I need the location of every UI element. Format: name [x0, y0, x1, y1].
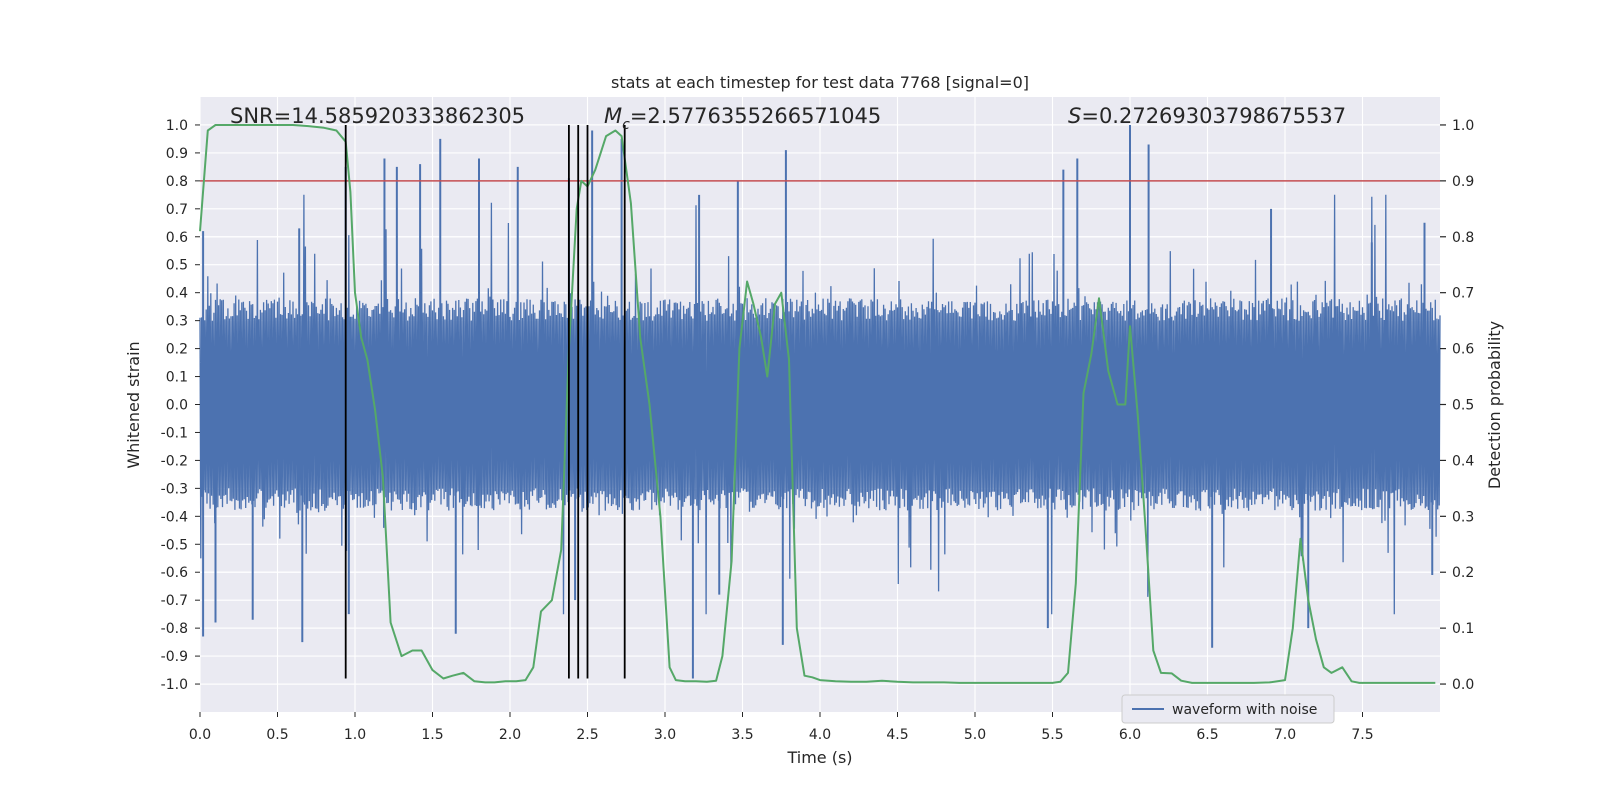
- y-tick-label: 0.7: [166, 202, 188, 218]
- x-tick-label: 5.0: [964, 727, 986, 743]
- y2-tick-label: 0.2: [1452, 565, 1474, 581]
- x-tick-label: 1.0: [344, 727, 366, 743]
- chart-title: stats at each timestep for test data 776…: [611, 73, 1029, 92]
- y2-tick-label: 0.3: [1452, 509, 1474, 525]
- x-tick-label: 2.0: [499, 727, 521, 743]
- y-tick-label: -0.5: [161, 537, 188, 553]
- y-tick-label: 0.6: [166, 230, 188, 246]
- x-axis-ticks: 0.0 0.5 1.0 1.5 2.0 2.5 3.0 3.5 4.0 4.5 5.0 5.5 6.0 6…: [189, 712, 1374, 743]
- x-tick-label: 4.0: [809, 727, 831, 743]
- legend-box: [1121, 694, 1335, 724]
- y-tick-label: -0.4: [161, 509, 188, 525]
- snr-annotation: SNR=14.585920333862305: [230, 104, 525, 128]
- probability-line: [199, 124, 1436, 684]
- y2-axis-ticks: 1.0 0.9 0.8 0.7 0.6 0.5 0.4 0.3 0.2 0.1 0.0: [1440, 118, 1474, 693]
- y-tick-label: -1.0: [161, 677, 188, 693]
- s-annotation: S=0.27269303798675537: [1068, 104, 1346, 128]
- x-tick-label: 7.5: [1351, 727, 1373, 743]
- mc-value: =2.5776355266571045: [630, 104, 881, 128]
- y-tick-label: -0.9: [161, 649, 188, 665]
- y2-axis-label: Detection probability: [1485, 321, 1504, 489]
- x-axis-label: Time (s): [786, 748, 852, 767]
- waveform-line: [199, 194, 1441, 615]
- mc-subscript: c: [622, 117, 630, 133]
- x-tick-label: 6.5: [1196, 727, 1218, 743]
- y2-tick-label: 0.9: [1452, 174, 1474, 190]
- x-tick-label: 2.5: [576, 727, 598, 743]
- y-tick-label: -0.8: [161, 621, 188, 637]
- y-tick-label: -0.1: [161, 425, 188, 441]
- event-lines: [344, 124, 626, 679]
- y2-tick-label: 0.8: [1452, 230, 1474, 246]
- y2-tick-label: 0.7: [1452, 286, 1474, 302]
- y2-tick-label: 0.1: [1452, 621, 1474, 637]
- x-tick-label: 0.0: [189, 727, 211, 743]
- y-tick-label: -0.7: [161, 593, 188, 609]
- x-tick-label: 3.0: [654, 727, 676, 743]
- y2-tick-label: 0.0: [1452, 677, 1474, 693]
- y-tick-label: 0.5: [166, 258, 188, 274]
- legend-label: waveform with noise: [1172, 702, 1317, 718]
- y-tick-label: 0.1: [166, 370, 188, 386]
- x-tick-label: 1.5: [421, 727, 443, 743]
- legend: waveform with noise: [1121, 694, 1335, 724]
- mc-symbol: M: [604, 104, 622, 128]
- y-tick-label: 0.4: [166, 286, 188, 302]
- y-tick-label: -0.3: [161, 481, 188, 497]
- x-tick-label: 7.0: [1274, 727, 1296, 743]
- y-tick-label: 1.0: [166, 118, 188, 134]
- chirp-mass-annotation: Mc=2.5776355266571045: [604, 104, 881, 133]
- y-axis-ticks: 1.0 0.9 0.8 0.7 0.6 0.5 0.4 0.3 0.2 0.1 0.0 -0.1 -0.…: [161, 118, 200, 693]
- y-tick-label: 0.3: [166, 314, 188, 330]
- x-tick-label: 5.5: [1041, 727, 1063, 743]
- y-tick-label: 0.0: [166, 398, 188, 414]
- y-tick-label: -0.6: [161, 565, 188, 581]
- y-tick-label: 0.8: [166, 174, 188, 190]
- y-tick-label: 0.2: [166, 342, 188, 358]
- y2-tick-label: 0.4: [1452, 453, 1474, 469]
- s-symbol: S: [1068, 104, 1081, 128]
- s-value: =0.27269303798675537: [1081, 104, 1346, 128]
- y-tick-label: 0.9: [166, 146, 188, 162]
- y2-tick-label: 1.0: [1452, 118, 1474, 134]
- probability-series: [199, 124, 1436, 684]
- y-axis-label: Whitened strain: [124, 341, 143, 468]
- y-tick-label: -0.2: [161, 453, 188, 469]
- y2-tick-label: 0.5: [1452, 398, 1474, 414]
- x-tick-label: 3.5: [731, 727, 753, 743]
- x-tick-label: 4.5: [886, 727, 908, 743]
- y2-tick-label: 0.6: [1452, 342, 1474, 358]
- x-tick-label: 0.5: [266, 727, 288, 743]
- x-tick-label: 6.0: [1119, 727, 1141, 743]
